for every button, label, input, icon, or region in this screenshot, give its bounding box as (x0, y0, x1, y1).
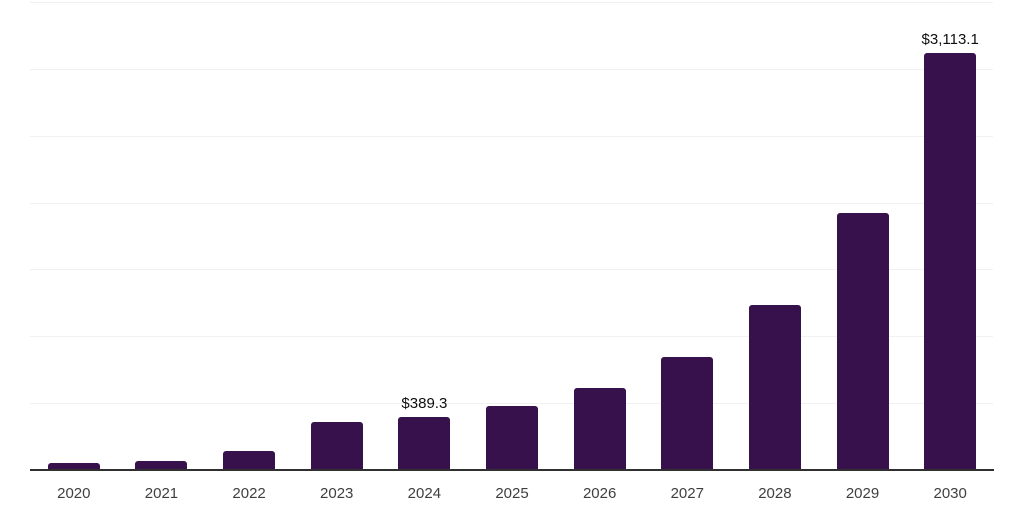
x-axis-line (30, 469, 994, 471)
x-tick-2030: 2030 (933, 485, 967, 502)
x-tick-2023: 2023 (320, 485, 354, 502)
bar-2028 (748, 304, 801, 469)
bar-2025 (486, 405, 538, 469)
bar-2023 (310, 422, 363, 469)
x-tick-2020: 2020 (57, 485, 91, 502)
x-tick-2026: 2026 (582, 485, 617, 502)
data-label-2030: $3,113.1 (921, 30, 979, 48)
gridline-1000 (30, 336, 993, 338)
bar-2021 (135, 460, 188, 469)
x-tick-2021: 2021 (144, 485, 179, 502)
x-tick-2027: 2027 (670, 485, 704, 502)
gridline-500 (30, 403, 993, 405)
bar-2026 (573, 388, 626, 469)
x-tick-2029: 2029 (845, 485, 880, 502)
bar-2020 (47, 462, 100, 469)
bar-2024 (398, 416, 451, 469)
gridline-1500 (30, 269, 993, 271)
gridline-3500 (30, 2, 993, 3)
bar-2022 (223, 451, 276, 469)
bar-2027 (661, 356, 714, 469)
gridline-2500 (30, 135, 993, 137)
bar-2029 (836, 212, 889, 469)
plot-area: $389.3 $3,113.1 (30, 2, 994, 471)
bar-2030 (924, 52, 977, 469)
data-label-2024: $389.3 (401, 394, 448, 412)
x-tick-2025: 2025 (495, 485, 529, 502)
x-tick-2022: 2022 (232, 485, 266, 502)
gridline-2000 (30, 202, 993, 204)
gridline-3000 (30, 68, 993, 70)
x-tick-2024: 2024 (407, 485, 442, 502)
x-tick-2028: 2028 (758, 485, 792, 502)
